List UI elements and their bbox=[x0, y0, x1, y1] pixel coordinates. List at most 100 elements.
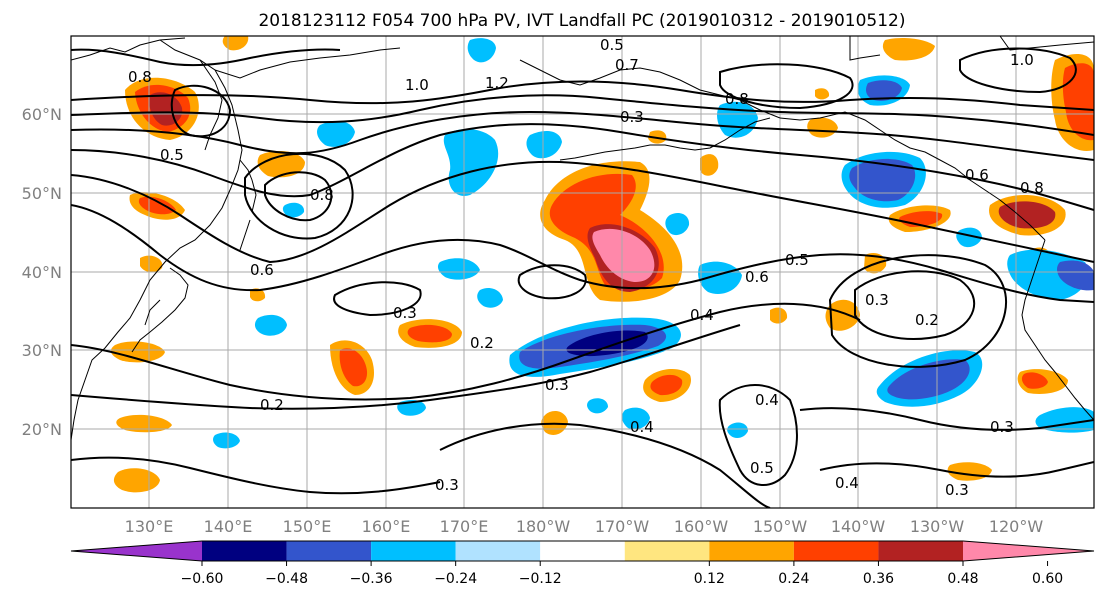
anomaly-patch-aleutian bbox=[443, 128, 499, 196]
anomaly-patch-west-upper-mid bbox=[282, 202, 305, 218]
lat-label: 20°N bbox=[22, 420, 62, 439]
anomaly-patch-central-pacific-peak bbox=[592, 228, 655, 283]
contour-label: 0.2 bbox=[470, 334, 494, 352]
anomaly-patch-dateline-mid bbox=[437, 258, 480, 280]
anomaly-patch-southeast-core bbox=[887, 359, 970, 400]
contour-low-kamchatka bbox=[170, 84, 232, 138]
anomaly-patch-west-mid bbox=[140, 255, 163, 273]
pv-contours bbox=[71, 47, 1094, 508]
figure-title: 2018123112 F054 700 hPa PV, IVT Landfall… bbox=[258, 11, 905, 31]
coastline-aleutians bbox=[559, 117, 771, 161]
lon-label: 160°W bbox=[674, 517, 729, 536]
colorbar-tick-label: 0.48 bbox=[947, 571, 978, 587]
contour-jet-4 bbox=[71, 123, 1094, 211]
lon-label: 120°W bbox=[989, 517, 1044, 536]
contour-east-south bbox=[799, 407, 1094, 431]
colorbar-tick-label: 0.36 bbox=[863, 571, 894, 587]
lon-label: 150°W bbox=[753, 517, 808, 536]
anomaly-patch-west-coast-core bbox=[1057, 260, 1094, 291]
anomaly-patch-mid-west bbox=[250, 288, 266, 302]
positive-anomalies bbox=[110, 36, 1094, 493]
contour-labels: 0.2 0.2 0.2 0.3 0.3 0.3 0.3 0.3 0.3 0.3 … bbox=[128, 36, 1044, 499]
graticule bbox=[71, 36, 1094, 508]
colorbar-ticks: −0.60 −0.48 −0.36 −0.24 −0.12 0.12 0.24 0.36 0.4… bbox=[181, 561, 1063, 587]
anomaly-patch-west-sub bbox=[213, 432, 240, 449]
coastline-japan bbox=[131, 267, 189, 353]
latitude-labels: 60°N 50°N 40°N 30°N 20°N bbox=[22, 105, 62, 439]
anomaly-patch-north-central bbox=[700, 154, 719, 176]
contour-label: 0.5 bbox=[750, 459, 774, 477]
anomaly-patch-east-mid bbox=[727, 422, 748, 439]
contour-label: 1.0 bbox=[1010, 51, 1034, 69]
contour-label: 0.3 bbox=[945, 481, 969, 499]
contour-north-west bbox=[71, 48, 341, 67]
colorbar-segment bbox=[71, 541, 202, 561]
lat-label: 40°N bbox=[22, 263, 62, 282]
contour-label: 0.8 bbox=[1020, 179, 1044, 197]
anomaly-patch-central-upper bbox=[467, 38, 496, 63]
colorbar: −0.60 −0.48 −0.36 −0.24 −0.12 0.12 0.24 0.36 0.4… bbox=[70, 540, 1095, 587]
anomaly-patch-gulf-alaska-core bbox=[998, 201, 1056, 229]
anomaly-patch-gulf-alaska-north-core bbox=[849, 158, 916, 202]
contour-label: 1.2 bbox=[485, 74, 509, 92]
contour-label: 0.2 bbox=[260, 396, 284, 414]
anomaly-patch-southwest bbox=[110, 341, 165, 363]
anomaly-patch-mid-east-2 bbox=[770, 307, 788, 324]
anomaly-patch-mid-arctic bbox=[587, 398, 608, 414]
contour-northeast-closed bbox=[959, 47, 1077, 94]
contour-alaska-closed bbox=[719, 63, 854, 110]
colorbar-tick-label: 0.12 bbox=[694, 571, 725, 587]
colorbar-segment bbox=[371, 541, 456, 561]
contour-label: 0.4 bbox=[755, 391, 779, 409]
contour-jet-5 bbox=[71, 160, 1094, 264]
coastline-north-america bbox=[1021, 239, 1094, 421]
contour-label: 0.5 bbox=[600, 36, 624, 54]
anomaly-patch-japan-north-core bbox=[138, 196, 176, 215]
colorbar-tick-label: −0.48 bbox=[265, 571, 308, 587]
anomaly-patch-california-core bbox=[1021, 372, 1048, 389]
contour-label: 0.8 bbox=[725, 90, 749, 108]
contour-label: 0.7 bbox=[615, 56, 639, 74]
colorbar-tick-label: −0.60 bbox=[181, 571, 224, 587]
lon-label: 140°W bbox=[831, 517, 886, 536]
anomaly-patch-west-20n bbox=[116, 414, 172, 433]
anomaly-patch-central-lower bbox=[621, 407, 650, 430]
contour-west-south bbox=[71, 456, 441, 495]
lon-label: 130°E bbox=[125, 517, 174, 536]
anomaly-patch-sea-of-okhotsk bbox=[257, 150, 305, 178]
colorbar-segment bbox=[878, 541, 963, 561]
colorbar-tick-label: −0.12 bbox=[519, 571, 562, 587]
anomaly-patch-far-north-mid bbox=[882, 38, 935, 61]
contour-jet-3 bbox=[71, 110, 1094, 161]
anomaly-patch-east-south bbox=[825, 299, 860, 331]
contour-closed-east-2 bbox=[828, 254, 1007, 368]
anomaly-patch-central-north bbox=[665, 213, 690, 236]
anomaly-patch-far-north-west bbox=[222, 36, 249, 51]
contour-low-center bbox=[264, 171, 333, 222]
contour-low-center-2 bbox=[244, 152, 354, 240]
lon-label: 160°E bbox=[362, 517, 411, 536]
contour-label: 0.6 bbox=[745, 268, 769, 286]
colorbar-tick-label: 0.60 bbox=[1032, 571, 1063, 587]
lon-label: 170°W bbox=[595, 517, 650, 536]
lon-label: 150°E bbox=[283, 517, 332, 536]
anomaly-patch-bering bbox=[526, 130, 562, 159]
contour-label: 0.8 bbox=[310, 186, 334, 204]
anomaly-patch-west-mid-2 bbox=[254, 314, 287, 336]
lon-label: 140°E bbox=[204, 517, 253, 536]
contour-jet-2 bbox=[71, 94, 1094, 136]
anomaly-patch-right-upper bbox=[956, 227, 982, 248]
map-frame bbox=[70, 35, 1095, 509]
contour-closed-east bbox=[854, 270, 976, 340]
lon-label: 130°W bbox=[910, 517, 965, 536]
anomaly-patch-east-pacific-mid bbox=[698, 261, 742, 295]
coastline-kurils bbox=[239, 159, 257, 251]
lat-label: 60°N bbox=[22, 105, 62, 124]
contour-subtropical-2 bbox=[71, 324, 741, 410]
anomaly-patch-north-central-tiny bbox=[815, 88, 830, 100]
anomaly-patch-subtropical-west-core bbox=[339, 348, 368, 387]
anomaly-patch-mid-east-north bbox=[807, 117, 838, 138]
colorbar-segment bbox=[202, 541, 287, 561]
contour-closed-center-2 bbox=[333, 281, 422, 317]
